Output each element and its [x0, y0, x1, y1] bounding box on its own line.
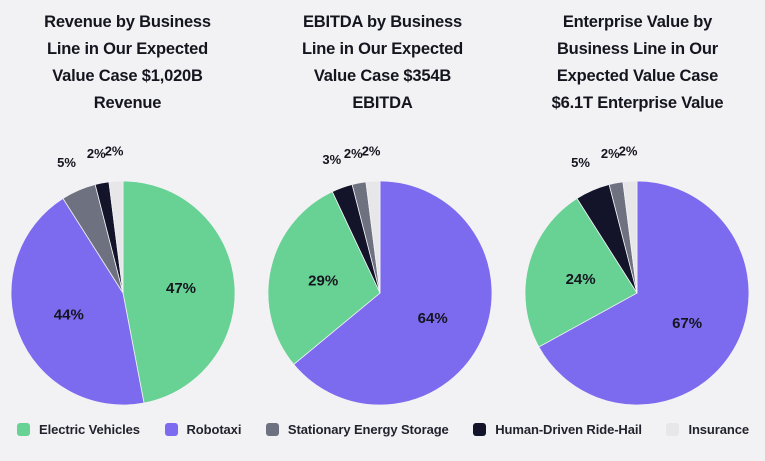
- enterprise-value-chart-title: Enterprise Value by Business Line in Our E…: [552, 0, 724, 127]
- slice-percent-label: 44%: [54, 307, 84, 324]
- ebitda-chart-column: EBITDA by Business Line in Our Expected Va…: [255, 0, 510, 427]
- pie-slice-insurance: [365, 180, 381, 294]
- legend-swatch-icon: [265, 423, 279, 436]
- pie-charts-row: Revenue by Business Line in Our Expected V…: [0, 0, 765, 427]
- chart-title-line: EBITDA by Business: [302, 13, 462, 31]
- slice-percent-label: 2%: [362, 144, 381, 159]
- slice-percent-label: 2%: [87, 146, 106, 161]
- legend: Electric Vehicles Robotaxi Stationary Ener…: [0, 422, 765, 437]
- slice-percent-label: 5%: [571, 155, 590, 170]
- slice-percent-label: 2%: [601, 146, 620, 161]
- pie-slice-electric-vehicles: [267, 191, 381, 365]
- legend-swatch-icon: [473, 423, 487, 436]
- legend-label: Robotaxi: [186, 422, 242, 437]
- chart-title-line: Enterprise Value by: [562, 13, 713, 31]
- slice-percent-label: 2%: [105, 144, 124, 159]
- ebitda-chart-title: EBITDA by Business Line in Our Expected Va…: [302, 0, 463, 127]
- legend-swatch-icon: [164, 423, 178, 436]
- slice-percent-label: 64%: [418, 310, 448, 327]
- pie-slice-insurance: [622, 180, 638, 294]
- chart-title-line: Line in Our Expected: [301, 40, 464, 58]
- revenue-chart-title: Revenue by Business Line in Our Expected V…: [44, 0, 211, 127]
- chart-title-line: Value Case $354B: [313, 67, 452, 85]
- chart-title-line: EBITDA: [352, 94, 413, 112]
- chart-title-line: Line in Our Expected: [46, 40, 209, 58]
- revenue-pie-chart: 47% 44% 5% 2% 2%: [10, 144, 236, 406]
- chart-title-line: Revenue: [93, 94, 162, 112]
- ebitda-pie-chart: 64%29%3% 2% 2%: [267, 144, 493, 406]
- legend-swatch-icon: [666, 423, 680, 436]
- legend-item-insurance: Insurance: [666, 422, 749, 437]
- legend-swatch-icon: [17, 423, 30, 436]
- slice-percent-label: 5%: [57, 155, 76, 170]
- legend-label: Human-Driven Ride-Hail: [495, 422, 642, 437]
- slice-percent-label: 29%: [308, 273, 338, 290]
- slice-percent-label: 2%: [344, 146, 363, 161]
- pie-slice-robotaxi: [538, 180, 750, 406]
- legend-item-electric-vehicles: Electric Vehicles: [17, 422, 140, 437]
- chart-title-line: Value Case $1,020B: [52, 67, 203, 85]
- legend-label: Stationary Energy Storage: [287, 422, 449, 437]
- legend-item-robotaxi: Robotaxi: [164, 422, 242, 437]
- chart-title-line: $6.1T Enterprise Value: [551, 94, 724, 112]
- chart-title-line: Business Line in Our: [556, 40, 719, 58]
- legend-label: Insurance: [688, 422, 749, 437]
- slice-percent-label: 24%: [566, 271, 596, 288]
- pie-slice-robotaxi: [10, 197, 145, 406]
- chart-title-line: Expected Value Case: [556, 67, 719, 85]
- legend-item-stationary-energy-storage: Stationary Energy Storage: [265, 422, 449, 437]
- pie-slice-robotaxi: [293, 180, 493, 406]
- pie-slice-electric-vehicles: [122, 180, 236, 404]
- chart-title-line: Revenue by Business: [44, 13, 211, 31]
- pie-slice-insurance: [108, 180, 124, 294]
- slice-percent-label: 2%: [619, 144, 638, 159]
- slice-percent-label: 47%: [166, 280, 196, 297]
- legend-label: Electric Vehicles: [39, 422, 140, 437]
- revenue-chart-column: Revenue by Business Line in Our Expected V…: [0, 0, 255, 427]
- pie-slice-electric-vehicles: [524, 197, 638, 348]
- slice-percent-label: 67%: [672, 315, 702, 332]
- enterprise-value-pie-chart: 67% 24% 5% 2% 2%: [524, 144, 750, 406]
- legend-item-human-driven-ride-hail: Human-Driven Ride-Hail: [473, 422, 642, 437]
- slice-percent-label: 3%: [322, 152, 341, 167]
- enterprise-value-chart-column: Enterprise Value by Business Line in Our E…: [510, 0, 765, 427]
